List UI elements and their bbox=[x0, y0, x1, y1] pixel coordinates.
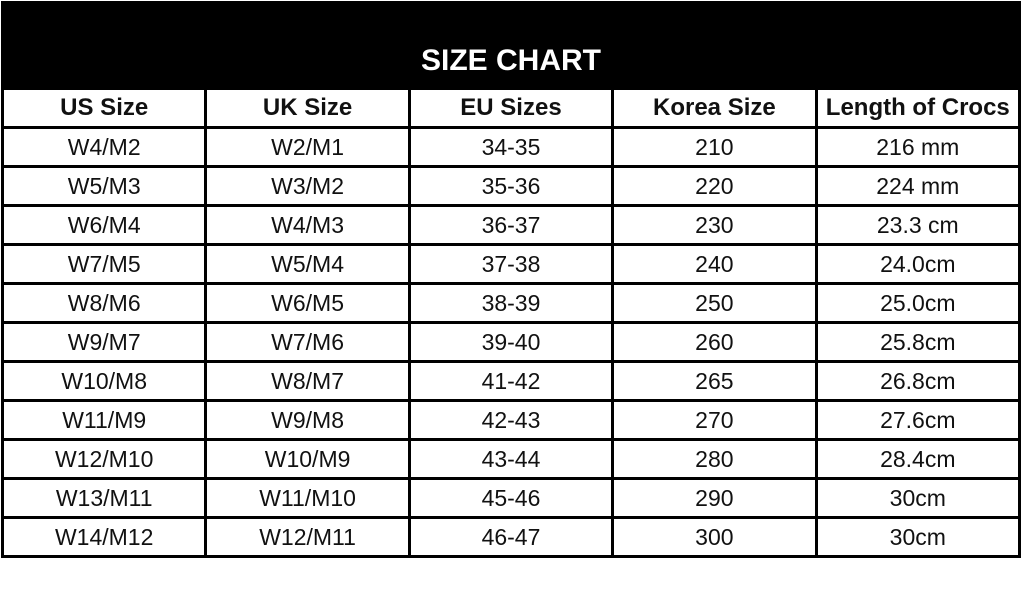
table-cell: W2/M1 bbox=[204, 126, 411, 168]
table-row: W4/M2 W2/M1 34-35 210 216 mm bbox=[0, 126, 1022, 168]
table-cell: 216 mm bbox=[814, 126, 1022, 168]
table-cell: 37-38 bbox=[407, 243, 615, 285]
table-cell: 280 bbox=[611, 438, 818, 480]
table-cell: 240 bbox=[611, 243, 818, 285]
header-row: US Size UK Size EU Sizes Korea Size Length o… bbox=[0, 87, 1022, 129]
table-cell: 24.0cm bbox=[814, 243, 1022, 285]
table-row: W5/M3 W3/M2 35-36 220 224 mm bbox=[0, 165, 1022, 207]
table-cell: 41-42 bbox=[407, 360, 615, 402]
table-body: W4/M2 W2/M1 34-35 210 216 mm W5/M3 W3/M2 35-36 2… bbox=[0, 126, 1022, 558]
table-cell: W10/M8 bbox=[0, 360, 208, 402]
table-row: W8/M6 W6/M5 38-39 250 25.0cm bbox=[0, 282, 1022, 324]
table-row: W10/M8 W8/M7 41-42 265 26.8cm bbox=[0, 360, 1022, 402]
chart-title: SIZE CHART bbox=[1, 1, 1021, 87]
table-cell: W3/M2 bbox=[204, 165, 411, 207]
table-cell: 28.4cm bbox=[814, 438, 1022, 480]
table-cell: 45-46 bbox=[407, 477, 615, 519]
table-cell: 210 bbox=[611, 126, 818, 168]
table-cell: 290 bbox=[611, 477, 818, 519]
table-cell: 26.8cm bbox=[814, 360, 1022, 402]
table-cell: 230 bbox=[611, 204, 818, 246]
table-cell: 35-36 bbox=[407, 165, 615, 207]
table-row: W11/M9 W9/M8 42-43 270 27.6cm bbox=[0, 399, 1022, 441]
table-cell: W5/M3 bbox=[0, 165, 208, 207]
table-cell: W11/M9 bbox=[0, 399, 208, 441]
table-cell: W4/M2 bbox=[0, 126, 208, 168]
table-cell: 39-40 bbox=[407, 321, 615, 363]
size-table: US Size UK Size EU Sizes Korea Size Length o… bbox=[0, 87, 1022, 558]
table-cell: W11/M10 bbox=[204, 477, 411, 519]
table-cell: 23.3 cm bbox=[814, 204, 1022, 246]
table-cell: 25.8cm bbox=[814, 321, 1022, 363]
table-row: W12/M10 W10/M9 43-44 280 28.4cm bbox=[0, 438, 1022, 480]
table-cell: W9/M8 bbox=[204, 399, 411, 441]
table-cell: W8/M6 bbox=[0, 282, 208, 324]
table-row: W9/M7 W7/M6 39-40 260 25.8cm bbox=[0, 321, 1022, 363]
table-cell: W12/M10 bbox=[0, 438, 208, 480]
table-cell: 38-39 bbox=[407, 282, 615, 324]
column-header: US Size bbox=[0, 87, 208, 129]
table-cell: 46-47 bbox=[407, 516, 615, 558]
table-cell: 250 bbox=[611, 282, 818, 324]
table-cell: 300 bbox=[611, 516, 818, 558]
table-cell: W7/M6 bbox=[204, 321, 411, 363]
table-cell: 270 bbox=[611, 399, 818, 441]
table-cell: 30cm bbox=[814, 516, 1022, 558]
table-cell: W7/M5 bbox=[0, 243, 208, 285]
table-cell: 36-37 bbox=[407, 204, 615, 246]
table-cell: 43-44 bbox=[407, 438, 615, 480]
table-row: W7/M5 W5/M4 37-38 240 24.0cm bbox=[0, 243, 1022, 285]
table-cell: W6/M5 bbox=[204, 282, 411, 324]
table-cell: 220 bbox=[611, 165, 818, 207]
table-cell: 265 bbox=[611, 360, 818, 402]
table-cell: W10/M9 bbox=[204, 438, 411, 480]
table-cell: 260 bbox=[611, 321, 818, 363]
table-cell: W6/M4 bbox=[0, 204, 208, 246]
table-cell: W14/M12 bbox=[0, 516, 208, 558]
table-cell: 34-35 bbox=[407, 126, 615, 168]
size-chart: SIZE CHART US Size UK Size EU Sizes Korea S… bbox=[0, 1, 1022, 558]
column-header: UK Size bbox=[204, 87, 411, 129]
table-cell: W13/M11 bbox=[0, 477, 208, 519]
column-header: Length of Crocs bbox=[814, 87, 1022, 129]
table-cell: W4/M3 bbox=[204, 204, 411, 246]
table-cell: W12/M11 bbox=[204, 516, 411, 558]
table-cell: 25.0cm bbox=[814, 282, 1022, 324]
table-cell: W8/M7 bbox=[204, 360, 411, 402]
column-header: Korea Size bbox=[611, 87, 818, 129]
table-cell: 27.6cm bbox=[814, 399, 1022, 441]
table-cell: W9/M7 bbox=[0, 321, 208, 363]
table-cell: 30cm bbox=[814, 477, 1022, 519]
table-row: W13/M11 W11/M10 45-46 290 30cm bbox=[0, 477, 1022, 519]
table-row: W6/M4 W4/M3 36-37 230 23.3 cm bbox=[0, 204, 1022, 246]
table-cell: W5/M4 bbox=[204, 243, 411, 285]
column-header: EU Sizes bbox=[407, 87, 615, 129]
table-cell: 42-43 bbox=[407, 399, 615, 441]
table-row: W14/M12 W12/M11 46-47 300 30cm bbox=[0, 516, 1022, 558]
table-cell: 224 mm bbox=[814, 165, 1022, 207]
